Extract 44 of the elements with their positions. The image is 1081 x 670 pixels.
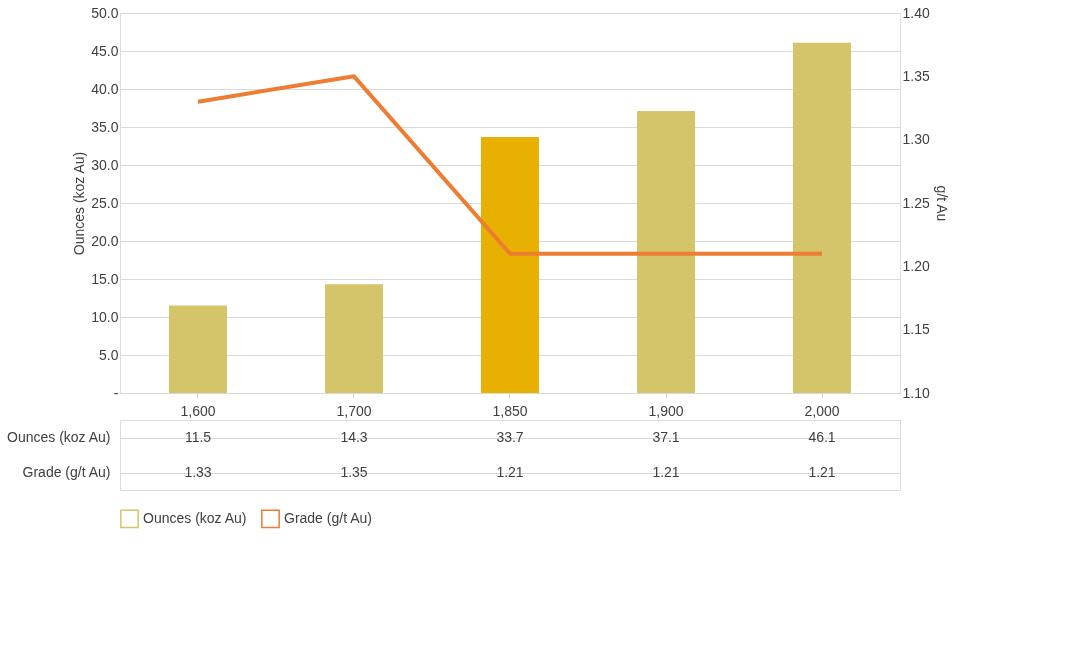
- data-label: 1.21: [496, 463, 524, 480]
- y2-tick-label: 1.30: [902, 131, 930, 148]
- bar: [637, 111, 695, 393]
- text: Ounces (koz Au): [7, 429, 111, 445]
- data-label: 33.7: [496, 428, 524, 445]
- x-tick-label: 1,700: [336, 402, 372, 419]
- y2-tick-label: 1.35: [902, 67, 930, 84]
- data-label: 11.5: [184, 428, 212, 445]
- y-tick-label: 45.0: [91, 42, 119, 59]
- bar: [169, 305, 227, 393]
- y-tick-label: -: [113, 384, 119, 401]
- x-tick-label: 1,900: [648, 402, 684, 419]
- data-label: 1.33: [184, 463, 212, 480]
- x-tick-label: 1,850: [492, 402, 528, 419]
- legend-label: Ounces (koz Au): [143, 509, 247, 526]
- y2-tick-label: 1.10: [902, 384, 930, 401]
- y-tick-label: 40.0: [91, 80, 119, 97]
- y2-tick-label: 1.25: [902, 194, 930, 211]
- y-tick-label: 35.0: [91, 118, 119, 135]
- y-tick-label: 5.0: [99, 346, 119, 363]
- bar: [793, 42, 851, 393]
- bar: [325, 284, 383, 393]
- y2-tick-label: 1.20: [902, 257, 930, 274]
- y2-axis-title: g/t Au: [933, 185, 950, 222]
- y-tick-label: 30.0: [91, 156, 119, 173]
- y-tick-label: 15.0: [91, 270, 119, 287]
- data-label: 46.1: [808, 428, 836, 445]
- data-label: 1.21: [808, 463, 836, 480]
- y-tick-label: 20.0: [91, 232, 119, 249]
- y-tick-label: 10.0: [91, 308, 119, 325]
- text: Grade (g/t Au): [22, 464, 111, 480]
- y2-tick-label: 1.15: [902, 321, 930, 338]
- y-tick-label: 25.0: [91, 194, 119, 211]
- data-label: 1.21: [652, 463, 680, 480]
- data-label: 1.35: [340, 463, 368, 480]
- data-label: 14.3: [340, 428, 368, 445]
- x-tick-label: 1,600: [180, 402, 216, 419]
- y-axis-title: Ounces (koz Au): [71, 151, 88, 256]
- data-label: 37.1: [652, 428, 680, 445]
- y-tick-label: 50.0: [91, 4, 119, 21]
- x-tick-label: 2,000: [804, 402, 840, 419]
- bar: [481, 136, 539, 393]
- legend-label: Grade (g/t Au): [284, 509, 372, 526]
- y2-tick-label: 1.40: [902, 4, 930, 21]
